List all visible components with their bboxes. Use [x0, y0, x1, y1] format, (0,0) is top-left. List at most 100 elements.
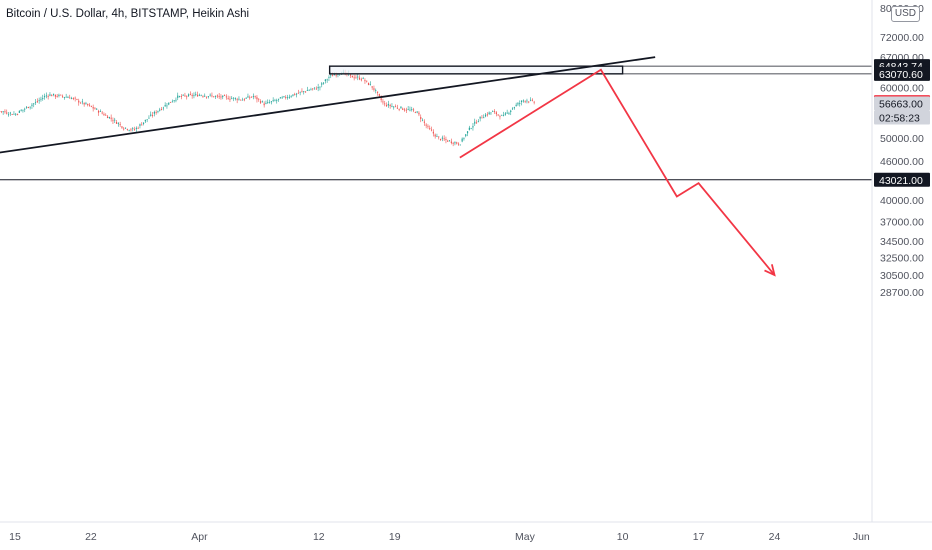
candle-body	[31, 104, 33, 106]
candle-body	[211, 95, 213, 97]
candle-body	[443, 138, 445, 140]
candle-body	[376, 91, 379, 93]
candle-body	[218, 95, 220, 97]
candle-body	[380, 98, 382, 100]
candle-body	[321, 83, 323, 85]
candle-body	[391, 106, 393, 107]
candle-body	[511, 108, 514, 110]
candle-body	[11, 114, 13, 116]
candle-body	[85, 102, 87, 104]
candle-body	[114, 119, 116, 121]
candle-body	[528, 101, 530, 103]
currency-badge[interactable]: USD	[890, 6, 920, 22]
candle-body	[252, 96, 254, 97]
candle-body	[477, 121, 479, 123]
price-tag-label: 56663.00	[879, 99, 923, 111]
candle-body	[2, 111, 4, 113]
candle-body	[357, 76, 359, 78]
candle-body	[475, 122, 478, 124]
candle-body	[513, 107, 515, 109]
candle-body	[430, 129, 433, 131]
candle-body	[56, 96, 58, 97]
candle-body	[474, 121, 476, 124]
candle-body	[141, 124, 143, 126]
candle-body	[436, 136, 438, 137]
candle-body	[531, 99, 533, 101]
candle-body	[223, 95, 226, 97]
candle-body	[105, 114, 107, 116]
candle-body	[420, 117, 422, 120]
price-tag-label: 63070.60	[879, 69, 923, 81]
candle-body	[247, 96, 249, 98]
candle-body	[204, 95, 206, 97]
candle-body	[97, 110, 100, 113]
candles-layer	[0, 69, 535, 147]
candle-body	[195, 93, 197, 95]
candle-body	[411, 109, 413, 110]
candle-body	[40, 98, 42, 100]
candle-body	[225, 96, 227, 98]
candle-body	[358, 77, 361, 80]
candle-body	[200, 95, 202, 97]
candle-body	[67, 97, 69, 99]
candle-body	[508, 112, 510, 114]
candle-body	[524, 100, 526, 102]
candle-body	[519, 103, 521, 104]
candle-body	[103, 114, 105, 116]
candle-body	[42, 98, 44, 99]
candle-body	[112, 120, 114, 122]
candle-body	[481, 117, 483, 119]
candle-body	[81, 101, 83, 103]
candle-body	[87, 103, 89, 106]
x-tick-label: 24	[769, 531, 781, 543]
candle-body	[497, 114, 499, 116]
candle-body	[45, 95, 47, 97]
candle-body	[54, 95, 56, 97]
candle-body	[382, 101, 384, 103]
candle-body	[288, 96, 290, 98]
candle-body	[259, 101, 262, 103]
candle-body	[164, 105, 166, 107]
candle-body	[283, 96, 285, 98]
x-tick-label: 22	[85, 531, 97, 543]
candle-body	[0, 111, 2, 113]
candle-body	[483, 117, 485, 119]
candle-body	[229, 98, 231, 100]
candle-body	[6, 112, 8, 114]
candle-body	[261, 101, 263, 103]
candle-body	[324, 79, 326, 82]
candle-body	[20, 110, 22, 112]
candle-body	[135, 127, 137, 129]
candle-body	[22, 109, 24, 111]
trendline	[0, 56, 656, 154]
y-tick-label: 34500.00	[880, 236, 924, 248]
candle-body	[157, 110, 159, 112]
candle-body	[238, 98, 240, 100]
x-tick-label: 10	[617, 531, 629, 543]
candle-body	[24, 108, 26, 110]
candle-body	[9, 112, 11, 114]
y-tick-label: 40000.00	[880, 195, 924, 207]
x-tick-label: May	[515, 531, 536, 543]
candle-body	[159, 109, 161, 111]
candle-body	[240, 99, 242, 101]
candle-body	[504, 113, 506, 115]
x-tick-label: Jun	[853, 531, 870, 543]
chart-title: Bitcoin / U.S. Dollar, 4h, BITSTAMP, Hei…	[6, 8, 250, 20]
candle-body	[155, 112, 157, 113]
candle-body	[495, 112, 497, 115]
price-tag-bg	[874, 66, 930, 81]
candle-body	[58, 94, 60, 96]
candle-body	[308, 89, 310, 91]
candle-body	[52, 93, 55, 95]
candle-body	[394, 106, 397, 108]
candle-body	[25, 106, 28, 108]
candle-body	[468, 127, 470, 130]
candle-body	[490, 112, 492, 114]
candle-body	[317, 87, 319, 89]
y-tick-label: 60000.00	[880, 83, 924, 95]
candle-body	[522, 100, 524, 102]
candle-body	[353, 77, 355, 79]
candle-body	[18, 110, 20, 113]
